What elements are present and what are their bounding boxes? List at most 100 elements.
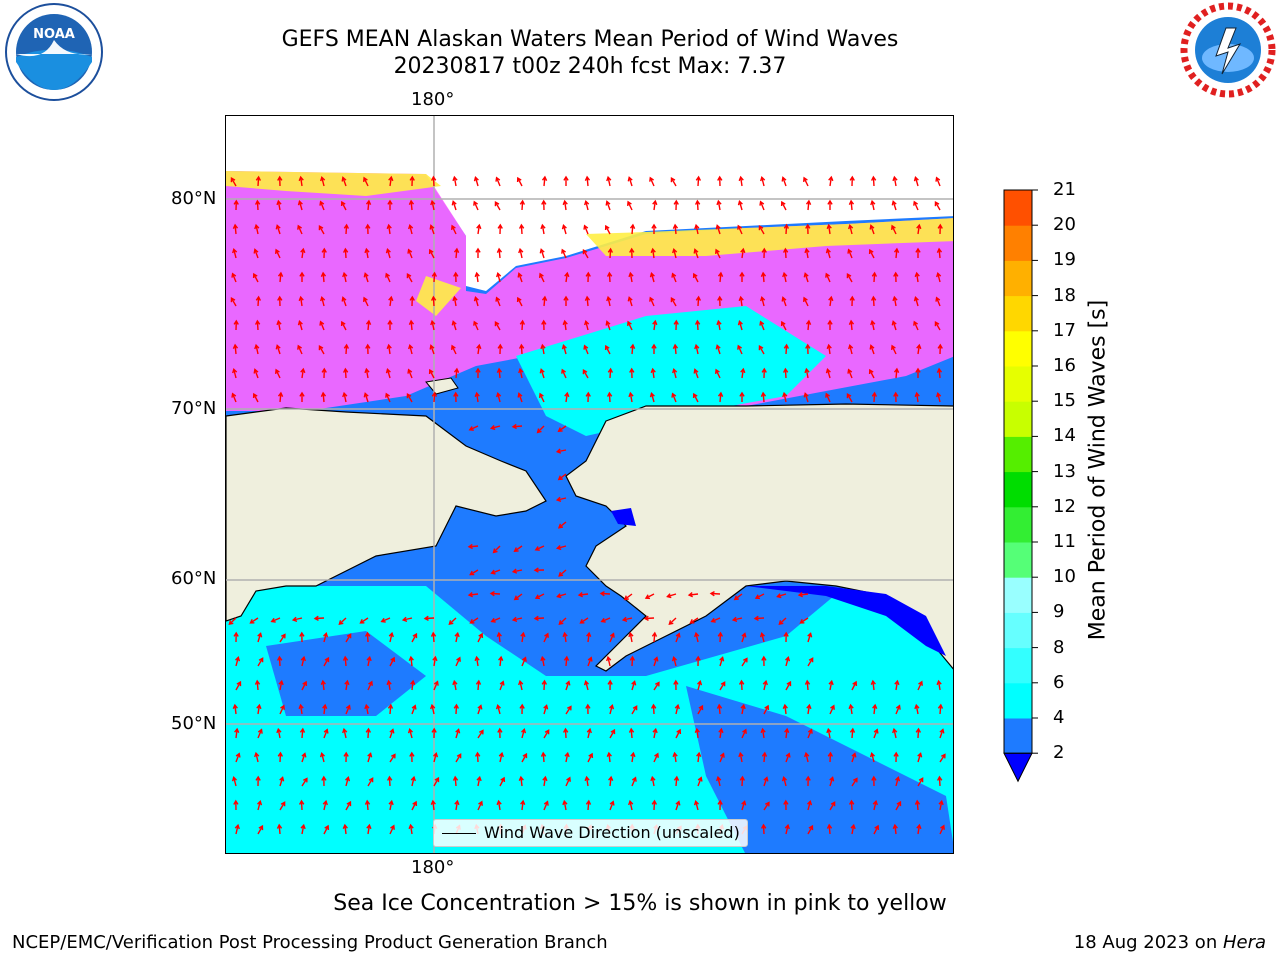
wind-arrow-head xyxy=(825,247,831,254)
wind-arrow-head xyxy=(764,704,770,711)
wind-arrow xyxy=(367,824,371,835)
wind-arrow-head xyxy=(452,295,458,302)
wind-arrow-head xyxy=(761,751,768,757)
wind-arrow-head xyxy=(298,799,305,805)
wind-arrow xyxy=(233,369,237,379)
wind-arrow xyxy=(541,224,545,235)
wind-arrow xyxy=(653,657,658,667)
wind-arrow xyxy=(784,705,787,715)
wind-arrow-head xyxy=(891,320,897,326)
wind-arrow-head xyxy=(566,776,571,782)
wind-arrow-head xyxy=(456,753,462,759)
colorbar-segment xyxy=(1004,330,1032,367)
lon-label-bottom: 180° xyxy=(411,857,455,878)
wind-arrow-head xyxy=(738,175,744,182)
wind-arrow xyxy=(849,345,853,355)
wind-arrow-head xyxy=(320,679,326,685)
wind-arrow xyxy=(741,801,746,811)
wind-arrow xyxy=(605,225,611,235)
wind-arrow xyxy=(323,801,327,811)
wind-arrow-head xyxy=(785,752,791,758)
wind-arrow xyxy=(916,800,919,811)
wind-arrow-head xyxy=(320,175,326,182)
wind-arrow-head xyxy=(914,703,920,710)
wind-arrow-head xyxy=(367,752,373,758)
wind-arrow-head xyxy=(871,775,877,781)
wind-arrow xyxy=(607,177,611,187)
wind-arrow xyxy=(433,681,439,691)
wind-arrow-head xyxy=(579,619,585,624)
wind-arrow xyxy=(432,801,435,811)
wind-arrow xyxy=(293,617,303,621)
wind-arrow-head xyxy=(429,224,435,230)
wind-arrow xyxy=(470,617,479,624)
colorbar-tick-label: 20 xyxy=(1053,214,1076,236)
wind-arrow-head xyxy=(475,247,481,253)
wind-arrow-head xyxy=(323,631,329,638)
wind-arrow-head xyxy=(473,200,479,206)
map-canvas xyxy=(226,116,953,853)
wind-arrow xyxy=(301,778,308,787)
wind-arrow-head xyxy=(740,703,746,710)
wind-arrow xyxy=(301,728,304,739)
wind-arrow-head xyxy=(319,751,325,758)
wind-arrow-head xyxy=(300,823,306,830)
wind-arrow xyxy=(565,656,568,667)
lon-label-top: 180° xyxy=(411,89,455,110)
wind-arrow-head xyxy=(694,223,700,230)
wind-arrow xyxy=(895,777,899,787)
wind-arrow-head xyxy=(302,680,308,687)
wind-arrow-head xyxy=(544,632,549,638)
wind-arrow-head xyxy=(717,295,723,301)
wind-arrow xyxy=(609,633,615,643)
wind-arrow-head xyxy=(871,271,878,277)
colorbar-tick-label: 12 xyxy=(1053,495,1076,517)
wind-arrow xyxy=(277,729,281,739)
wind-arrow xyxy=(543,705,548,715)
wind-arrow xyxy=(389,176,392,187)
wind-arrow-head xyxy=(761,655,767,661)
wind-arrow-head xyxy=(430,295,437,301)
wind-arrow-head xyxy=(320,295,326,302)
wind-arrow-head xyxy=(808,824,814,831)
wind-arrow xyxy=(719,657,724,667)
wind-arrow xyxy=(719,681,726,691)
wind-arrow xyxy=(763,752,766,763)
wind-arrow-head xyxy=(539,368,545,374)
wind-arrow xyxy=(673,369,677,379)
wind-arrow xyxy=(828,344,831,355)
wind-arrow xyxy=(934,201,941,211)
wind-arrow-head xyxy=(520,631,526,638)
wind-arrow-head xyxy=(473,320,479,326)
wind-arrow xyxy=(785,657,789,667)
wind-arrow xyxy=(365,705,369,715)
wind-arrow-head xyxy=(342,655,349,661)
wind-arrow-head xyxy=(496,367,503,373)
wind-arrow-head xyxy=(455,728,461,734)
wind-arrow xyxy=(253,393,259,403)
wind-arrow-head xyxy=(364,247,370,254)
wind-arrow-head xyxy=(254,199,261,205)
deep-blue-coast xyxy=(611,508,636,526)
wind-arrow-head xyxy=(827,199,833,205)
wind-arrow xyxy=(807,657,814,667)
wind-arrow xyxy=(341,321,347,331)
wind-arrow-head xyxy=(497,223,503,229)
wind-arrow-head xyxy=(252,272,258,279)
footer-machine: Hera xyxy=(1222,932,1266,953)
wind-arrow-head xyxy=(826,727,832,734)
wind-arrow xyxy=(557,497,567,501)
wind-arrow-head xyxy=(937,343,943,349)
wind-arrow-head xyxy=(915,727,922,733)
wind-arrow-head xyxy=(828,679,834,686)
wind-arrow xyxy=(230,177,237,187)
wind-arrow-head xyxy=(825,392,831,398)
wind-arrow-head xyxy=(452,679,458,686)
wind-arrow-head xyxy=(628,631,634,638)
wind-arrow xyxy=(891,345,897,355)
wind-arrow xyxy=(565,753,569,763)
wind-arrow-head xyxy=(233,631,239,637)
wind-arrow-head xyxy=(558,571,564,577)
wind-arrow-head xyxy=(562,799,568,806)
wind-arrow xyxy=(279,634,286,643)
